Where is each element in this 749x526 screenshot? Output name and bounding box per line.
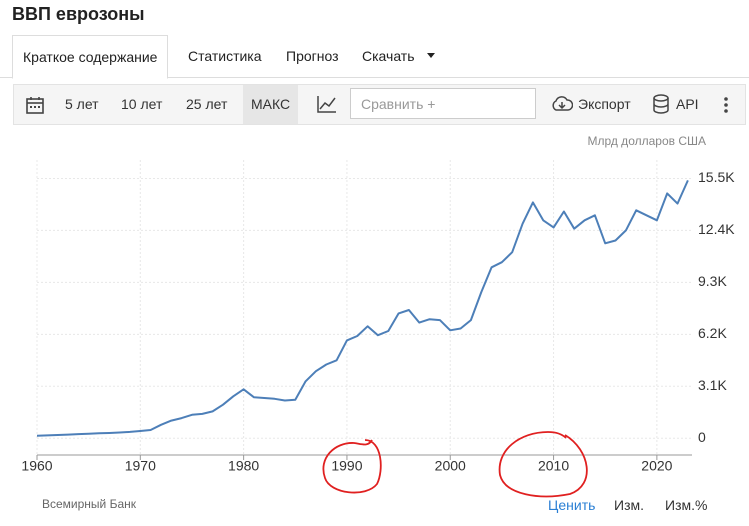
footer-link[interactable]: Ценить bbox=[548, 497, 596, 513]
range-button[interactable]: 25 лет bbox=[186, 96, 228, 112]
export-button[interactable]: Экспорт bbox=[578, 96, 631, 112]
tab[interactable]: Краткое содержание bbox=[12, 35, 169, 79]
y-tick-label: 15.5K bbox=[698, 169, 735, 185]
y-tick-label: 6.2K bbox=[698, 325, 727, 341]
export-icon[interactable] bbox=[551, 95, 573, 113]
x-tick-label: 2000 bbox=[435, 458, 466, 474]
tab[interactable]: Прогноз bbox=[286, 48, 339, 64]
more-menu[interactable] bbox=[723, 96, 729, 114]
unit-label: Млрд долларов США bbox=[587, 134, 706, 148]
chart: Млрд долларов США 0 3.1K 6.2K 9.3K 12.4K 15.5… bbox=[21, 134, 735, 474]
api-icon[interactable] bbox=[652, 94, 670, 114]
data-line bbox=[36, 179, 689, 437]
footer-link[interactable]: Изм.% bbox=[665, 497, 708, 513]
compare-input[interactable]: Сравнить + bbox=[350, 88, 536, 119]
calendar-icon[interactable] bbox=[25, 95, 45, 115]
x-tick-label: 1970 bbox=[125, 458, 156, 474]
y-tick-label: 0 bbox=[698, 429, 706, 445]
y-tick-label: 12.4K bbox=[698, 221, 735, 237]
y-tick-label: 9.3K bbox=[698, 273, 727, 289]
toolbar: 5 лет 10 лет 25 лет МАКС Сравнить + Эксп… bbox=[13, 84, 746, 125]
x-tick-label: 1990 bbox=[331, 458, 362, 474]
page-title: ВВП еврозоны bbox=[12, 4, 145, 24]
range-button[interactable]: МАКС bbox=[243, 85, 299, 124]
tab[interactable]: Скачать bbox=[362, 48, 415, 64]
x-tick-label: 1960 bbox=[21, 458, 52, 474]
x-tick-label: 2020 bbox=[641, 458, 672, 474]
range-button[interactable]: 10 лет bbox=[121, 96, 163, 112]
x-tick-label: 2010 bbox=[538, 458, 569, 474]
chart-type-icon[interactable] bbox=[316, 94, 338, 114]
api-button[interactable]: API bbox=[676, 96, 699, 112]
x-tick-label: 1980 bbox=[228, 458, 259, 474]
y-tick-label: 3.1K bbox=[698, 377, 727, 393]
tab-bar: Краткое содержание Статистика Прогноз Ск… bbox=[0, 35, 749, 79]
footer-link[interactable]: Изм. bbox=[614, 497, 644, 513]
dropdown-caret bbox=[427, 53, 435, 58]
tab[interactable]: Статистика bbox=[188, 48, 262, 64]
range-button[interactable]: 5 лет bbox=[65, 96, 99, 112]
source-label: Всемирный Банк bbox=[42, 497, 137, 511]
